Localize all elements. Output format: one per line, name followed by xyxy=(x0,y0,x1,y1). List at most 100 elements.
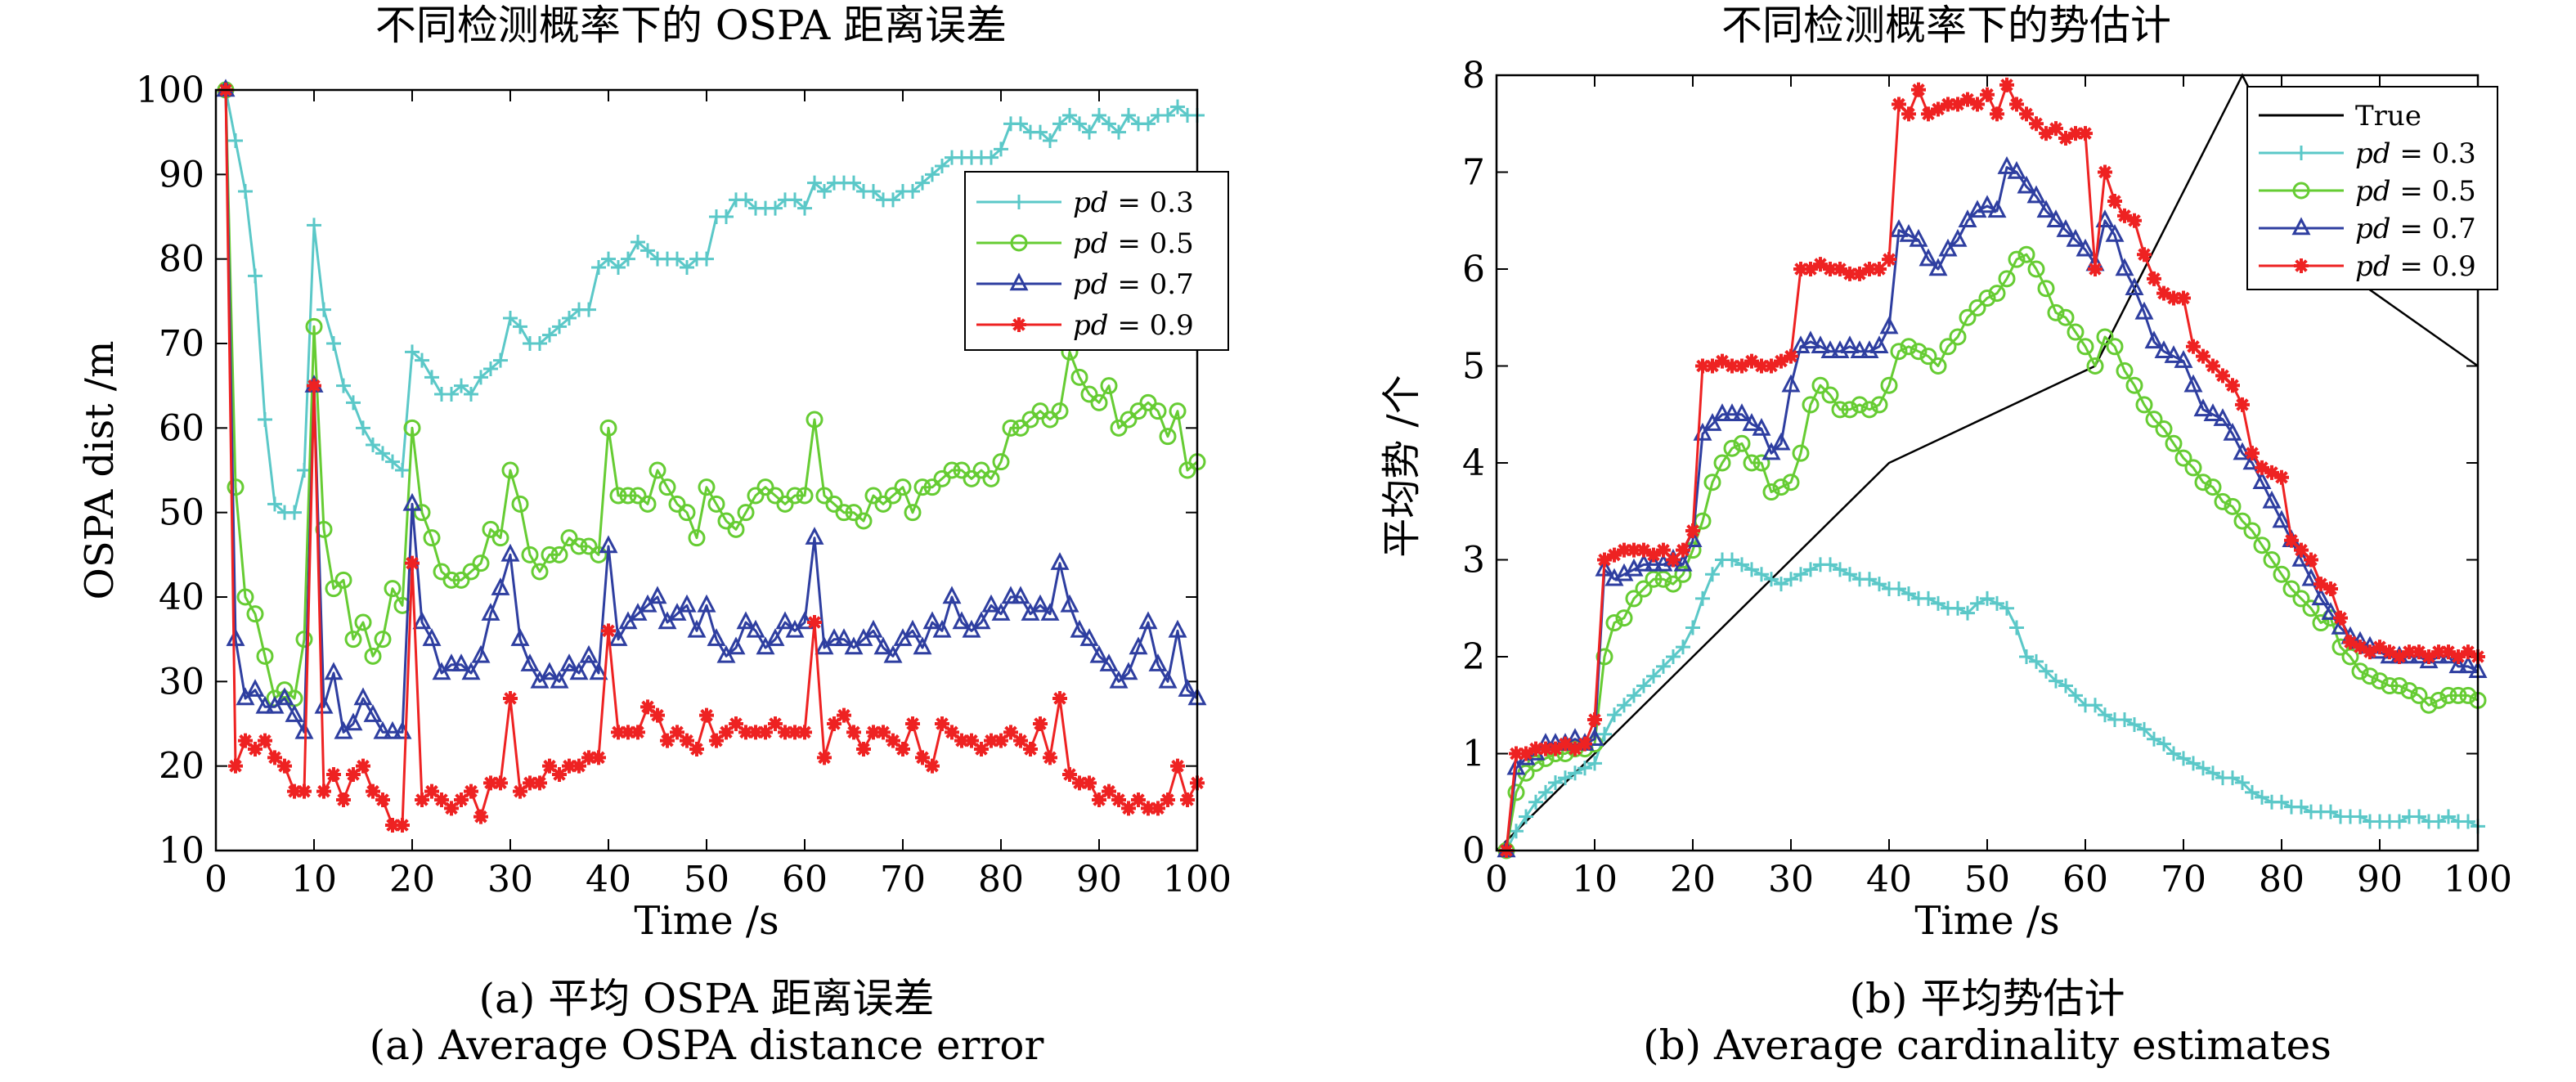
chart-b-xtick-label: 100 xyxy=(2444,859,2512,900)
chart-a-data-point xyxy=(1001,586,1021,604)
chart-b-data-point xyxy=(1615,609,1633,627)
chart-a-data-point xyxy=(864,487,882,505)
chart-a-data-point xyxy=(473,809,488,824)
chart-a-data-point xyxy=(1129,402,1147,420)
chart-b-data-point xyxy=(2371,672,2389,690)
chart-b-data-point xyxy=(1509,824,1524,839)
chart-a-data-point xyxy=(806,411,824,429)
chart-a-data-point xyxy=(493,775,508,791)
chart-b-ytick-label: 7 xyxy=(1462,152,1485,194)
chart-b-data-point xyxy=(2096,328,2114,346)
chart-b-data-point xyxy=(1771,432,1791,451)
chart-a-xlabel: Time /s xyxy=(634,898,779,944)
chart-b-data-point xyxy=(2361,667,2379,685)
chart-a-data-point xyxy=(255,695,275,714)
chart-a-data-point xyxy=(935,716,949,731)
chart-a-data-point xyxy=(226,628,245,646)
chart-a-data-point xyxy=(432,662,451,680)
chart-b-data-point xyxy=(2313,577,2328,592)
chart-a-data-point xyxy=(375,792,390,807)
chart-b-data-point xyxy=(1968,299,1986,317)
chart-b-data-point xyxy=(1781,374,1801,393)
chart-a-data-point xyxy=(699,251,714,267)
chart-a-data-point xyxy=(1170,99,1185,114)
chart-b-data-point xyxy=(2292,590,2310,608)
chart-a-data-point xyxy=(236,588,254,606)
chart-b-data-point xyxy=(1585,728,1604,746)
chart-b-data-point xyxy=(1764,572,1779,587)
chart-b-data-point xyxy=(2402,644,2417,660)
chart-a-data-point xyxy=(1011,586,1030,604)
chart-a-legend-value: = 0.7 xyxy=(1109,268,1194,301)
chart-a-data-point xyxy=(719,209,734,224)
chart-b-data-point xyxy=(2203,403,2223,421)
chart-b-data-point xyxy=(1892,581,1906,597)
chart-a-data-point xyxy=(248,742,263,757)
chart-b-data-point xyxy=(1784,572,1798,587)
chart-a-data-point xyxy=(766,487,784,505)
chart-a-data-point xyxy=(267,496,282,512)
chart-b-data-point xyxy=(1959,308,1977,326)
chart-b-data-point xyxy=(2067,323,2085,341)
chart-b-legend-var: pd xyxy=(2355,250,2391,283)
chart-a-data-point xyxy=(785,619,805,638)
chart-a-data-point xyxy=(1002,419,1020,437)
chart-b-data-point xyxy=(2105,223,2125,242)
chart-a-plot-frame xyxy=(214,88,1199,852)
chart-a-data-point xyxy=(1109,670,1129,689)
chart-b-data-point xyxy=(2196,348,2210,364)
chart-a-data-point xyxy=(1030,594,1050,613)
chart-a-data-point xyxy=(1082,124,1097,140)
chart-b-xlabel: Time /s xyxy=(1914,898,2059,944)
chart-a-data-point xyxy=(807,175,822,191)
chart-a-data-point xyxy=(953,461,971,479)
chart-b-data-point xyxy=(2323,581,2338,597)
chart-a-data-point xyxy=(874,495,892,513)
chart-a-data-point xyxy=(405,344,420,360)
chart-b-data-point xyxy=(1890,343,1908,361)
chart-a-data-point xyxy=(768,200,783,216)
chart-b-data-point xyxy=(2127,716,2142,732)
chart-b-data-point xyxy=(2193,398,2213,417)
chart-a-data-point xyxy=(314,695,334,714)
chart-b-data-point xyxy=(2304,552,2318,568)
chart-b-data-point xyxy=(1901,106,1916,122)
chart-a-data-point xyxy=(628,603,648,621)
chart-b-data-point xyxy=(2076,238,2095,257)
chart-b-data-point xyxy=(1666,552,1681,568)
chart-a-data-point xyxy=(657,611,677,630)
chart-b-data-point xyxy=(2134,301,2154,320)
chart-a-data-point xyxy=(523,775,537,791)
chart-a-data-point xyxy=(925,167,940,182)
chart-a-data-point xyxy=(1079,628,1099,646)
chart-a-data-point xyxy=(866,184,881,199)
chart-a-data-point xyxy=(932,619,952,638)
chart-a-data-point xyxy=(670,725,684,740)
chart-a-data-point xyxy=(363,704,383,722)
chart-a-data-point xyxy=(905,716,920,731)
chart-a-data-point xyxy=(520,653,540,671)
chart-a-data-point xyxy=(1160,792,1175,807)
chart-a-data-point xyxy=(1120,411,1138,429)
chart-b-data-point xyxy=(2302,599,2320,617)
chart-a-data-point xyxy=(1031,402,1049,420)
chart-a-data-point xyxy=(807,615,822,630)
chart-b-data-point xyxy=(1872,577,1887,592)
chart-b-series-line xyxy=(1505,253,2479,851)
chart-a-xtick-label: 90 xyxy=(1076,859,1122,900)
chart-a-data-point xyxy=(236,687,255,706)
chart-a-data-point xyxy=(873,636,893,655)
chart-b-data-point xyxy=(2127,213,2142,228)
chart-a-legend-var: pd xyxy=(1073,186,1109,219)
chart-b-data-point xyxy=(2165,434,2183,452)
chart-b-data-point xyxy=(2294,799,2309,815)
chart-b-data-point xyxy=(2323,804,2338,819)
chart-b-data-point xyxy=(2225,378,2240,393)
chart-a-data-point xyxy=(913,478,931,496)
chart-a-data-point xyxy=(837,707,851,723)
chart-a-data-point xyxy=(866,725,881,740)
chart-a-data-point xyxy=(227,478,245,496)
chart-a-ytick-label: 100 xyxy=(136,70,204,111)
chart-a-data-point xyxy=(660,733,675,748)
chart-a-ytick-label: 20 xyxy=(159,746,204,788)
